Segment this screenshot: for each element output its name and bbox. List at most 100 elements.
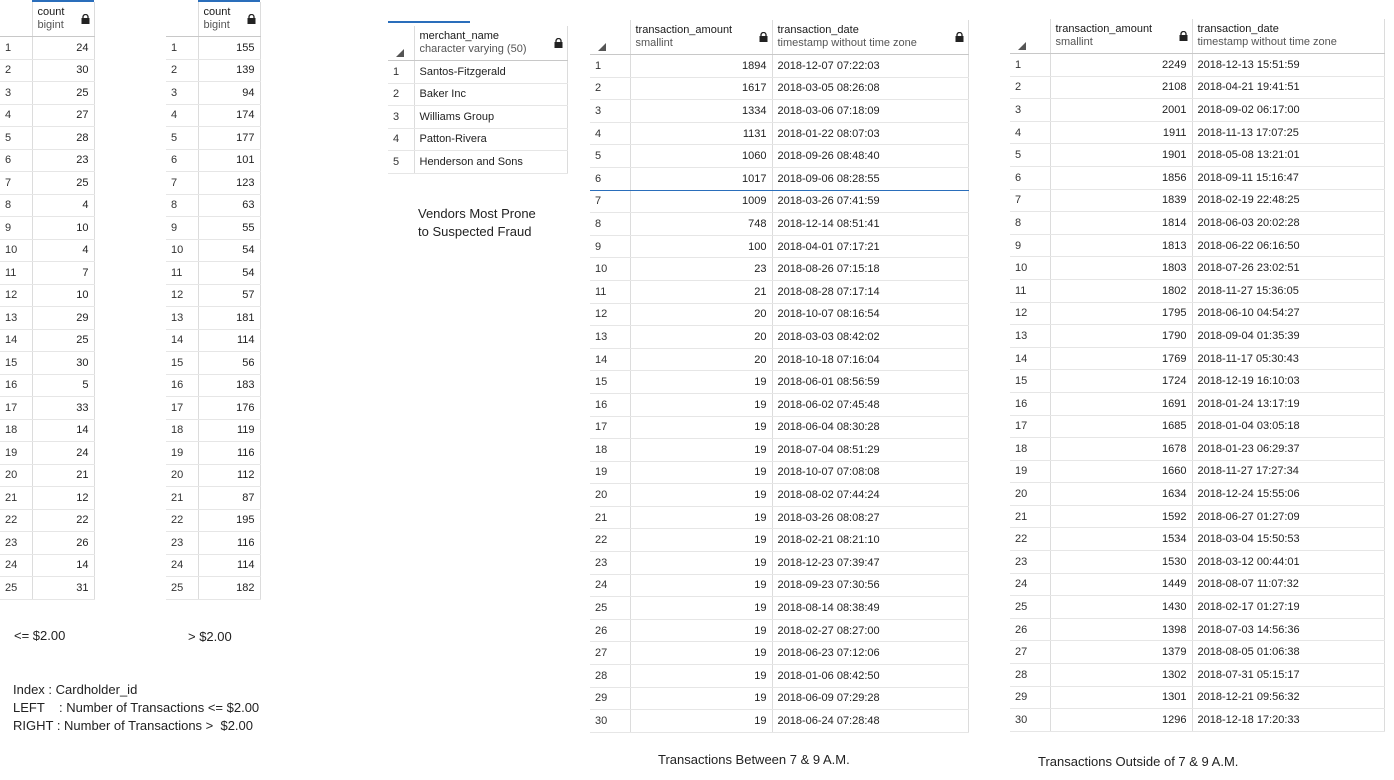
row-number-cell[interactable]: 2 [590, 77, 631, 101]
row-number-cell[interactable]: 25 [1010, 595, 1051, 619]
row-number-cell[interactable]: 19 [166, 441, 199, 465]
table-row[interactable]: 21 1592 2018-06-27 01:27:09 [1010, 505, 1385, 529]
table-cell[interactable]: 2018-08-05 01:06:38 [1192, 640, 1385, 665]
table-row[interactable]: 14 25 [0, 329, 95, 352]
table-row[interactable]: 28 1302 2018-07-31 05:15:17 [1010, 663, 1385, 687]
table-cell[interactable]: 56 [198, 351, 261, 375]
row-number-cell[interactable]: 6 [166, 149, 199, 172]
table-cell[interactable]: 2018-11-13 17:07:25 [1192, 121, 1385, 145]
table-cell[interactable]: 2018-08-26 07:15:18 [772, 257, 969, 281]
row-number-cell[interactable]: 9 [590, 235, 631, 259]
column-header-merchant-name[interactable]: merchant_name character varying (50) [414, 26, 568, 61]
table-cell[interactable]: 25 [32, 171, 95, 195]
table-row[interactable]: 5 Henderson and Sons [388, 150, 568, 174]
table-cell[interactable]: 2018-06-24 07:28:48 [772, 709, 969, 733]
row-number-cell[interactable]: 17 [166, 396, 199, 420]
table-row[interactable]: 20 1634 2018-12-24 15:55:06 [1010, 482, 1385, 506]
table-row[interactable]: 6 1017 2018-09-06 08:28:55 [590, 166, 969, 191]
row-number-cell[interactable]: 16 [590, 393, 631, 417]
table-row[interactable]: 15 1724 2018-12-19 16:10:03 [1010, 369, 1385, 393]
table-row[interactable]: 4 174 [166, 104, 261, 127]
table-row[interactable]: 6 1856 2018-09-11 15:16:47 [1010, 166, 1385, 190]
row-number-cell[interactable]: 23 [590, 551, 631, 575]
row-number-cell[interactable]: 10 [590, 257, 631, 281]
table-cell[interactable]: 1634 [1050, 482, 1193, 506]
table-cell[interactable]: 19 [630, 619, 773, 643]
table-cell[interactable]: 19 [630, 370, 773, 394]
table-cell[interactable]: 1660 [1050, 460, 1193, 484]
row-number-cell[interactable]: 14 [166, 329, 199, 352]
row-number-cell[interactable]: 23 [0, 531, 33, 555]
table-cell[interactable]: 19 [630, 709, 773, 733]
table-row[interactable]: 5 1060 2018-09-26 08:48:40 [590, 144, 969, 168]
table-cell[interactable]: 10 [32, 284, 95, 307]
table-cell[interactable]: 2018-10-18 07:16:04 [772, 348, 969, 372]
table-row[interactable]: 23 1530 2018-03-12 00:44:01 [1010, 550, 1385, 574]
table-cell[interactable]: 2018-06-09 07:29:28 [772, 687, 969, 711]
table-cell[interactable]: 2018-12-14 08:51:41 [772, 212, 969, 236]
table-cell[interactable]: 2018-06-27 01:27:09 [1192, 505, 1385, 529]
table-row[interactable]: 13 1790 2018-09-04 01:35:39 [1010, 324, 1385, 348]
table-cell[interactable]: 748 [630, 212, 773, 236]
table-row[interactable]: 11 21 2018-08-28 07:17:14 [590, 280, 969, 304]
row-number-header[interactable] [590, 20, 631, 55]
table-row[interactable]: 24 114 [166, 554, 261, 577]
table-cell[interactable]: 1839 [1050, 189, 1193, 213]
table-row[interactable]: 18 119 [166, 419, 261, 442]
table-row[interactable]: 7 123 [166, 171, 261, 195]
table-cell[interactable]: 1449 [1050, 573, 1193, 597]
table-cell[interactable]: 2018-03-26 07:41:59 [772, 190, 969, 214]
table-cell[interactable]: 2018-10-07 07:08:08 [772, 461, 969, 485]
row-number-cell[interactable]: 10 [1010, 256, 1051, 280]
table-cell[interactable]: 63 [198, 194, 261, 217]
table-cell[interactable]: 1802 [1050, 279, 1193, 303]
table-cell[interactable]: 14 [32, 419, 95, 442]
row-number-cell[interactable]: 22 [1010, 527, 1051, 552]
row-number-cell[interactable]: 13 [590, 325, 631, 349]
table-cell[interactable]: 2018-03-05 08:26:08 [772, 77, 969, 101]
table-cell[interactable]: 1814 [1050, 211, 1193, 235]
table-row[interactable]: 30 19 2018-06-24 07:28:48 [590, 709, 969, 733]
row-number-cell[interactable]: 30 [1010, 708, 1051, 732]
table-cell[interactable]: 2249 [1050, 53, 1193, 77]
row-number-cell[interactable]: 15 [166, 351, 199, 375]
table-cell[interactable]: 1911 [1050, 121, 1193, 145]
table-cell[interactable]: 20 [630, 325, 773, 349]
table-cell[interactable]: 24 [32, 36, 95, 60]
table-row[interactable]: 5 28 [0, 126, 95, 150]
table-cell[interactable]: 25 [32, 329, 95, 352]
table-cell[interactable]: 195 [198, 509, 261, 532]
table-cell[interactable]: 174 [198, 104, 261, 127]
column-header-transaction-date[interactable]: transaction_date timestamp without time … [1192, 19, 1385, 54]
row-number-cell[interactable]: 12 [166, 284, 199, 307]
table-row[interactable]: 17 1685 2018-01-04 03:05:18 [1010, 415, 1385, 439]
table-row[interactable]: 6 101 [166, 149, 261, 172]
table-row[interactable]: 3 2001 2018-09-02 06:17:00 [1010, 98, 1385, 122]
table-row[interactable]: 1 155 [166, 36, 261, 60]
row-number-cell[interactable]: 6 [0, 149, 33, 172]
table-cell[interactable]: 25 [32, 81, 95, 105]
table-row[interactable]: 12 20 2018-10-07 08:16:54 [590, 303, 969, 327]
row-number-cell[interactable]: 2 [0, 59, 33, 82]
table-cell[interactable]: 33 [32, 396, 95, 420]
table-row[interactable]: 3 1334 2018-03-06 07:18:09 [590, 99, 969, 123]
table-cell[interactable]: 2018-12-24 15:55:06 [1192, 482, 1385, 506]
table-row[interactable]: 24 19 2018-09-23 07:30:56 [590, 574, 969, 598]
table-row[interactable]: 4 1911 2018-11-13 17:07:25 [1010, 121, 1385, 145]
row-number-cell[interactable]: 14 [590, 348, 631, 372]
table-cell[interactable]: 2018-02-27 08:27:00 [772, 619, 969, 643]
table-row[interactable]: 23 26 [0, 531, 95, 555]
table-cell[interactable]: 12 [32, 486, 95, 510]
row-number-header[interactable] [388, 26, 415, 61]
table-cell[interactable]: Patton-Rivera [414, 128, 568, 151]
table-cell[interactable]: 19 [630, 393, 773, 417]
row-number-cell[interactable]: 7 [590, 190, 631, 214]
row-number-cell[interactable]: 5 [1010, 143, 1051, 167]
column-header-transaction-amount[interactable]: transaction_amount smallint [1050, 19, 1193, 54]
row-number-cell[interactable]: 16 [0, 374, 33, 397]
table-row[interactable]: 2 1617 2018-03-05 08:26:08 [590, 77, 969, 101]
row-number-cell[interactable]: 8 [1010, 211, 1051, 235]
row-number-cell[interactable]: 7 [0, 171, 33, 195]
table-cell[interactable]: 2018-08-02 07:44:24 [772, 483, 969, 507]
